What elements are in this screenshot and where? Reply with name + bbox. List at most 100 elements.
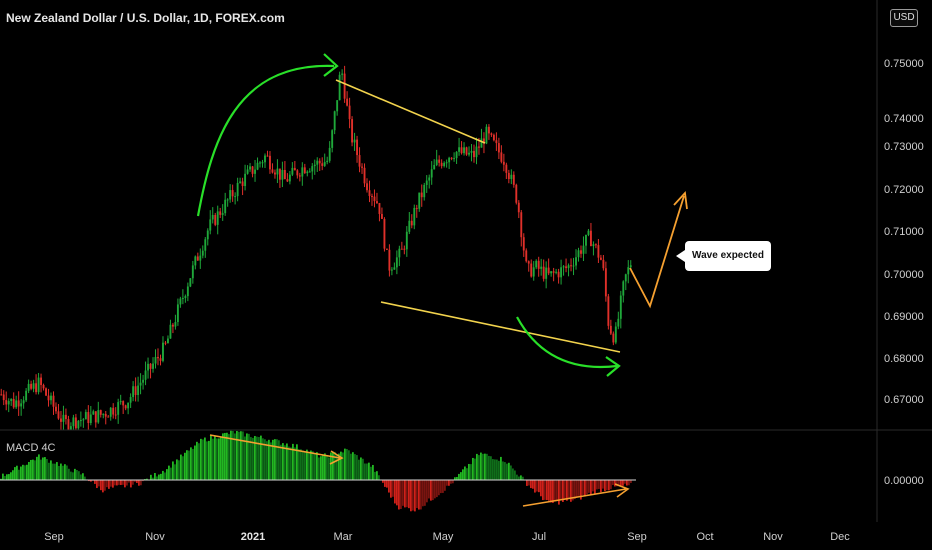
wave-expected-path[interactable]: [629, 195, 685, 309]
candle-body[interactable]: [132, 386, 135, 398]
candle-body[interactable]: [119, 401, 122, 403]
candle-body[interactable]: [35, 383, 38, 393]
candle-body[interactable]: [522, 237, 525, 251]
candle-body[interactable]: [358, 155, 361, 167]
candle-body[interactable]: [587, 230, 590, 235]
candle-body[interactable]: [174, 322, 177, 327]
candle-body[interactable]: [211, 214, 214, 220]
candle-body[interactable]: [231, 190, 234, 197]
candle-body[interactable]: [537, 260, 540, 269]
candle-body[interactable]: [555, 271, 558, 273]
candle-body[interactable]: [25, 390, 28, 401]
candle-body[interactable]: [589, 230, 592, 247]
candle-body[interactable]: [194, 256, 197, 266]
candle-body[interactable]: [124, 405, 127, 409]
candle-body[interactable]: [483, 138, 485, 144]
candle-body[interactable]: [67, 419, 70, 430]
candle-body[interactable]: [604, 268, 607, 297]
candle-body[interactable]: [154, 356, 157, 364]
candle-body[interactable]: [99, 410, 102, 415]
candle-body[interactable]: [440, 162, 443, 167]
candle-body[interactable]: [199, 255, 202, 261]
candle-body[interactable]: [144, 370, 147, 380]
candle-body[interactable]: [420, 192, 423, 198]
candle-body[interactable]: [470, 151, 473, 153]
candle-body[interactable]: [87, 412, 90, 424]
candle-body[interactable]: [338, 74, 341, 101]
candle-body[interactable]: [423, 184, 426, 198]
candle-body[interactable]: [303, 167, 306, 174]
candle-body[interactable]: [490, 133, 493, 135]
candle-body[interactable]: [385, 248, 388, 250]
candle-body[interactable]: [617, 318, 620, 327]
candle-body[interactable]: [149, 363, 152, 369]
candle-body[interactable]: [60, 418, 62, 422]
candle-body[interactable]: [373, 196, 376, 202]
candle-body[interactable]: [142, 379, 145, 383]
candle-body[interactable]: [229, 190, 232, 200]
candle-body[interactable]: [624, 274, 627, 282]
candle-body[interactable]: [318, 160, 321, 164]
candle-body[interactable]: [316, 160, 319, 165]
candle-body[interactable]: [331, 130, 334, 148]
candle-body[interactable]: [602, 259, 605, 269]
candle-body[interactable]: [497, 143, 500, 153]
candle-body[interactable]: [42, 384, 45, 389]
candle-body[interactable]: [530, 263, 533, 277]
candle-body[interactable]: [468, 152, 470, 155]
candle-body[interactable]: [418, 192, 421, 209]
candle-body[interactable]: [102, 413, 105, 415]
macd-divergence-line-upper[interactable]: [209, 434, 341, 459]
candle-body[interactable]: [139, 382, 142, 386]
candle-body[interactable]: [209, 219, 212, 231]
candle-body[interactable]: [341, 73, 344, 75]
candle-body[interactable]: [455, 151, 458, 159]
candle-body[interactable]: [517, 202, 520, 213]
candle-body[interactable]: [5, 400, 8, 405]
candle-body[interactable]: [169, 324, 172, 339]
candle-body[interactable]: [545, 267, 548, 279]
candle-body[interactable]: [614, 326, 617, 343]
candle-body[interactable]: [500, 152, 503, 162]
candle-body[interactable]: [378, 203, 381, 214]
candle-body[interactable]: [171, 324, 174, 327]
candle-body[interactable]: [77, 420, 80, 429]
candle-body[interactable]: [189, 278, 192, 287]
wave-expected-callout[interactable]: Wave expected: [676, 241, 771, 271]
candle-body[interactable]: [259, 162, 261, 164]
candle-body[interactable]: [371, 195, 373, 197]
candle-body[interactable]: [363, 167, 366, 184]
candle-body[interactable]: [62, 414, 65, 422]
candle-body[interactable]: [214, 214, 217, 225]
candle-body[interactable]: [321, 163, 324, 166]
candle-body[interactable]: [179, 298, 182, 305]
candle-body[interactable]: [306, 171, 309, 174]
candle-body[interactable]: [261, 162, 264, 164]
candle-body[interactable]: [465, 147, 468, 155]
candle-body[interactable]: [622, 281, 625, 296]
candle-body[interactable]: [326, 160, 329, 163]
candle-body[interactable]: [502, 161, 505, 165]
candle-body[interactable]: [114, 414, 117, 416]
candle-body[interactable]: [236, 182, 239, 197]
candle-body[interactable]: [368, 190, 371, 196]
candle-body[interactable]: [186, 286, 189, 297]
candle-body[interactable]: [52, 395, 55, 407]
candle-body[interactable]: [301, 167, 304, 177]
candle-body[interactable]: [547, 267, 550, 274]
candle-body[interactable]: [458, 147, 461, 152]
candle-body[interactable]: [27, 383, 30, 391]
candle-body[interactable]: [271, 169, 274, 173]
candle-body[interactable]: [542, 266, 545, 279]
candle-body[interactable]: [353, 139, 356, 143]
candle-body[interactable]: [323, 162, 326, 166]
candle-body[interactable]: [20, 403, 23, 407]
candle-body[interactable]: [597, 245, 600, 258]
candle-body[interactable]: [30, 383, 33, 389]
candle-body[interactable]: [134, 386, 137, 395]
candle-body[interactable]: [612, 333, 615, 343]
candle-body[interactable]: [94, 411, 97, 423]
currency-badge[interactable]: USD: [890, 9, 918, 27]
candle-body[interactable]: [413, 207, 416, 226]
candle-body[interactable]: [510, 174, 513, 180]
